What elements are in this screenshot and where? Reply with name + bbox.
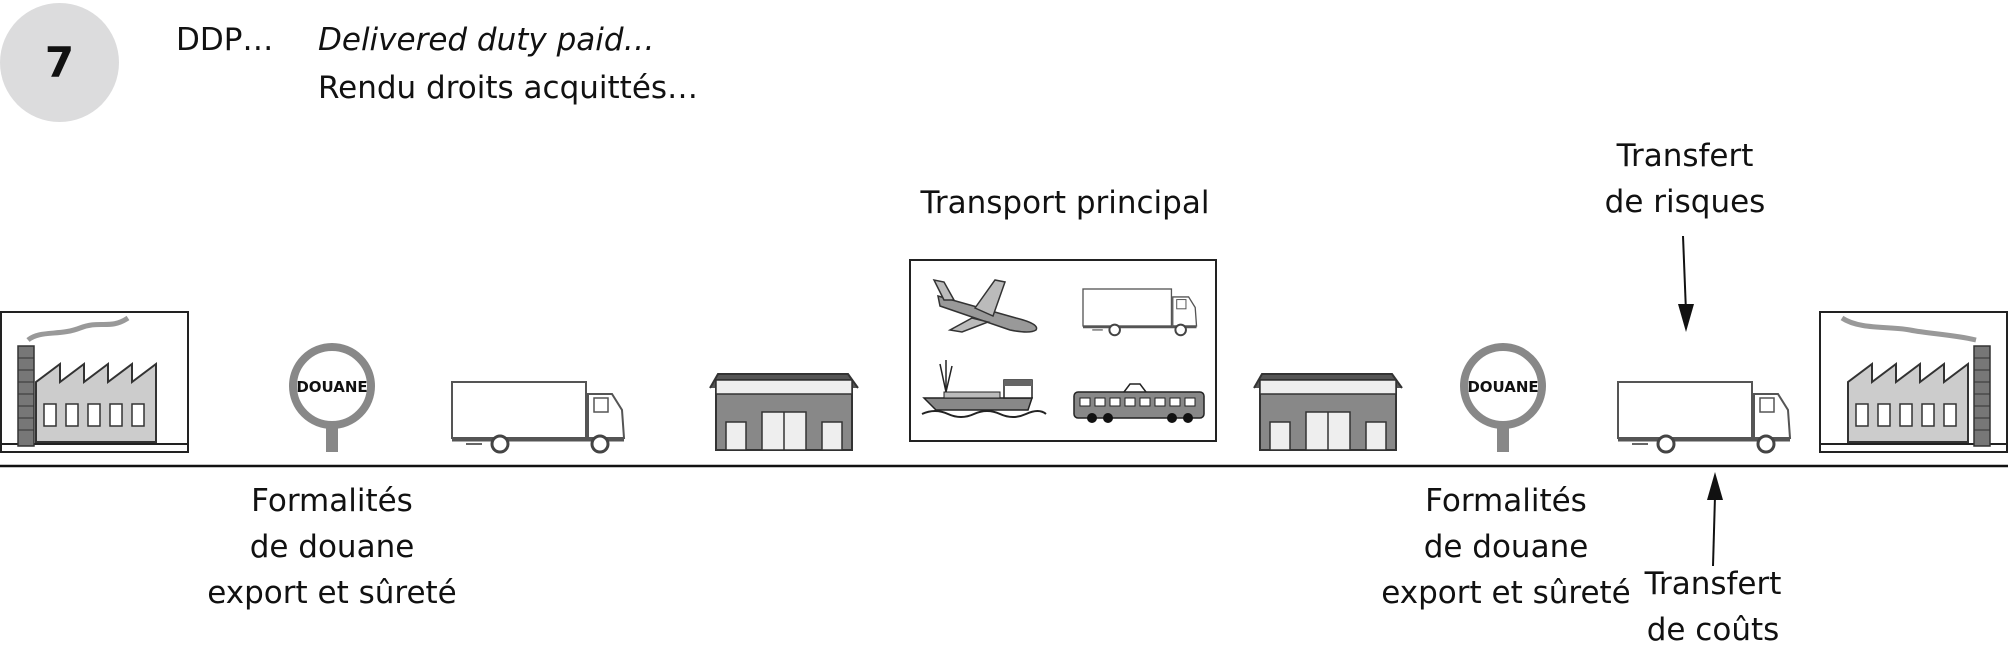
seller-factory-icon (0, 311, 189, 453)
import-customs-label: Formalités de douane export et sûreté (1356, 478, 1656, 616)
step-number-badge: 7 (0, 3, 119, 122)
customs-sign-icon: DOUANE (289, 343, 375, 452)
cost-transfer-line-1: Transfert (1644, 566, 1782, 602)
truck-icon (1616, 380, 1792, 454)
risk-transfer-line-2: de risques (1604, 184, 1766, 220)
truck-icon (450, 380, 626, 454)
ship-icon (921, 360, 1047, 418)
train-icon (1073, 383, 1205, 423)
airplane-icon (932, 278, 1038, 333)
warehouse-icon (1253, 373, 1403, 451)
buyer-factory-icon (1819, 311, 2008, 453)
export-customs-label: Formalités de douane export et sûreté (182, 478, 482, 616)
incoterm-code: DDP… (176, 22, 274, 58)
incoterm-name-english: Delivered duty paid… (318, 22, 655, 58)
main-transport-box (909, 259, 1217, 442)
arrow-up-icon (1707, 472, 1723, 567)
customs-right-line-3: export et sûreté (1381, 575, 1631, 611)
arrow-down-icon (1678, 235, 1694, 332)
customs-right-line-1: Formalités (1425, 483, 1587, 519)
warehouse-icon (709, 373, 859, 451)
risk-transfer-label: Transfert de risques (1580, 133, 1790, 225)
customs-left-line-3: export et sûreté (207, 575, 457, 611)
customs-left-line-1: Formalités (251, 483, 413, 519)
cost-transfer-label: Transfert de coûts (1608, 561, 1818, 653)
customs-sign-text: DOUANE (1467, 378, 1538, 396)
cost-transfer-line-2: de coûts (1646, 612, 1780, 648)
customs-sign-icon: DOUANE (1460, 343, 1546, 452)
incoterm-name-french: Rendu droits acquittés… (318, 70, 699, 106)
customs-right-line-2: de douane (1423, 529, 1589, 565)
main-transport-label: Transport principal (920, 185, 1210, 221)
step-number: 7 (44, 38, 75, 87)
risk-transfer-line-1: Transfert (1616, 138, 1754, 174)
customs-sign-text: DOUANE (296, 378, 367, 396)
customs-left-line-2: de douane (249, 529, 415, 565)
